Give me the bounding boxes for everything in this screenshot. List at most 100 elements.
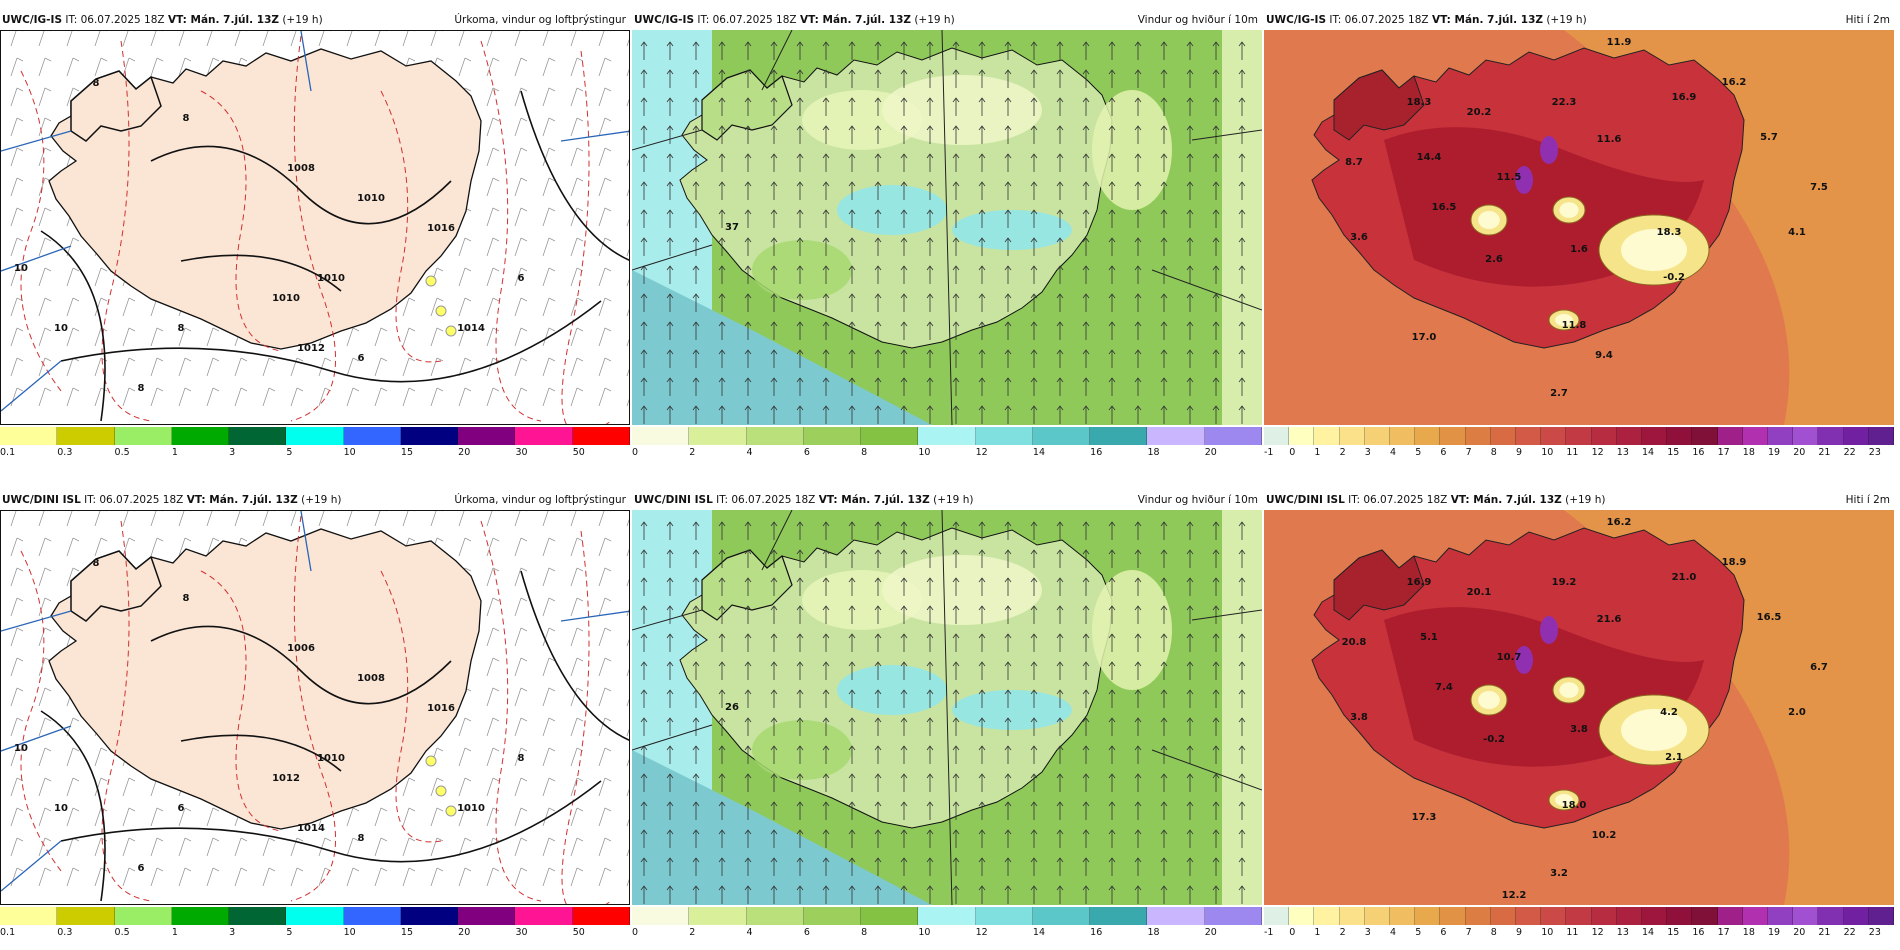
wind-barb (66, 327, 74, 347)
precip-spot (435, 785, 447, 797)
colorbar-swatch (1289, 907, 1315, 925)
wind-barb (598, 717, 606, 737)
wind-arrow (900, 237, 908, 256)
wind-arrow (1212, 689, 1220, 708)
wind-arrow (692, 577, 700, 596)
valid-time: VT: Mán. 7.júl. 13Z (818, 494, 930, 506)
init-time: IT: 06.07.2025 18Z (80, 494, 187, 506)
wind-arrow (822, 349, 830, 368)
wind-arrow (1134, 209, 1142, 228)
wind-barb (486, 87, 494, 107)
wind-speed-patch (1092, 90, 1172, 210)
wind-arrow (1212, 857, 1220, 876)
wind-arrow (1186, 521, 1194, 540)
wind-arrow (1082, 773, 1090, 792)
wind-arrow (666, 153, 674, 172)
wind-arrow (978, 661, 986, 680)
wind-barb (626, 248, 629, 257)
wind-barb (598, 747, 606, 767)
temperature-contour (380, 570, 442, 843)
wind-barb (598, 777, 606, 797)
wind-arrow (1030, 237, 1038, 256)
wind-arrow (1082, 265, 1090, 284)
valid-time: VT: Mán. 7.júl. 13Z (1450, 494, 1562, 506)
temperature-contour (380, 90, 442, 363)
isobar (180, 734, 342, 772)
wind-barb (486, 31, 493, 47)
isobar-value-label: 1006 (287, 643, 315, 654)
wind-arrow (848, 633, 856, 652)
wind-barb (626, 758, 629, 767)
wind-arrow (640, 605, 648, 624)
wind-arrow (1186, 377, 1194, 396)
wind-barb (626, 188, 629, 197)
colorbar-tick-label: 7 (1465, 927, 1472, 938)
wind-barb (514, 537, 522, 557)
colorbar-swatch (57, 427, 115, 445)
wind-barb (486, 687, 494, 707)
wind-arrow (1056, 265, 1064, 284)
temperature-contour (200, 570, 282, 832)
wind-arrow (822, 577, 830, 596)
wind-panel: UWC/IG-IS IT: 06.07.2025 18Z VT: Mán. 7.… (632, 10, 1262, 465)
precip-spot (445, 805, 457, 817)
temperature-value-label: 2.0 (1788, 707, 1806, 718)
wind-arrow (744, 857, 752, 876)
wind-arrow (952, 829, 960, 848)
wind-barb (206, 387, 214, 407)
wind-barb (430, 297, 438, 317)
wind-arrow (692, 633, 700, 652)
wind-arrow (640, 125, 648, 144)
temperature-value-label: 11.5 (1497, 172, 1522, 183)
wind-barb (10, 147, 18, 167)
wind-arrow (718, 801, 726, 820)
wind-arrow (1082, 577, 1090, 596)
wind-barb (542, 237, 550, 257)
wind-arrow (900, 293, 908, 312)
wind-arrow (666, 181, 674, 200)
colorbar-swatch (1516, 907, 1542, 925)
wind-arrow (1082, 549, 1090, 568)
wind-arrow (900, 69, 908, 88)
colorbar-tick-label: 4 (746, 447, 753, 458)
wind-arrow (900, 405, 908, 424)
wind-barb (486, 777, 494, 797)
wind-arrow (1186, 69, 1194, 88)
wind-barb (458, 327, 466, 347)
colorbar-tick-label: 1 (171, 447, 178, 458)
wind-arrow (1004, 801, 1012, 820)
wind-barb (486, 717, 494, 737)
wind-arrow (718, 689, 726, 708)
wind-barb (570, 147, 578, 167)
wind-arrow (1160, 125, 1168, 144)
wind-barb (514, 297, 522, 317)
wind-arrow (822, 69, 830, 88)
gust-max-label: 37 (725, 222, 739, 233)
wind-barb (598, 597, 606, 617)
wind-barb (402, 31, 409, 47)
wind-barb (626, 848, 629, 857)
wind-arrow (822, 41, 830, 60)
panel-title: Úrkoma, vindur og loftþrýstingur (454, 494, 626, 506)
colorbar-tick-label: 20 (1204, 927, 1217, 938)
colorbar-swatch (229, 427, 287, 445)
wind-arrow (874, 661, 882, 680)
wind-speed-patch (1092, 570, 1172, 690)
wind-barb (514, 267, 522, 287)
wind-barb (94, 747, 102, 767)
colorbar-tick-label: 10 (343, 927, 356, 938)
wind-barb (570, 867, 578, 887)
wind-arrow (1030, 41, 1038, 60)
wind-arrow (1082, 41, 1090, 60)
precip-spot (435, 305, 447, 317)
wind-arrow (692, 689, 700, 708)
wind-arrow (666, 801, 674, 820)
wind-barb (598, 207, 606, 227)
hotspot (1515, 166, 1533, 194)
wind-arrow (1212, 405, 1220, 424)
wind-arrow (1082, 321, 1090, 340)
wind-barb (542, 511, 549, 527)
wind-barb (626, 338, 629, 347)
wind-barb (570, 297, 578, 317)
wind-barb (66, 747, 74, 767)
